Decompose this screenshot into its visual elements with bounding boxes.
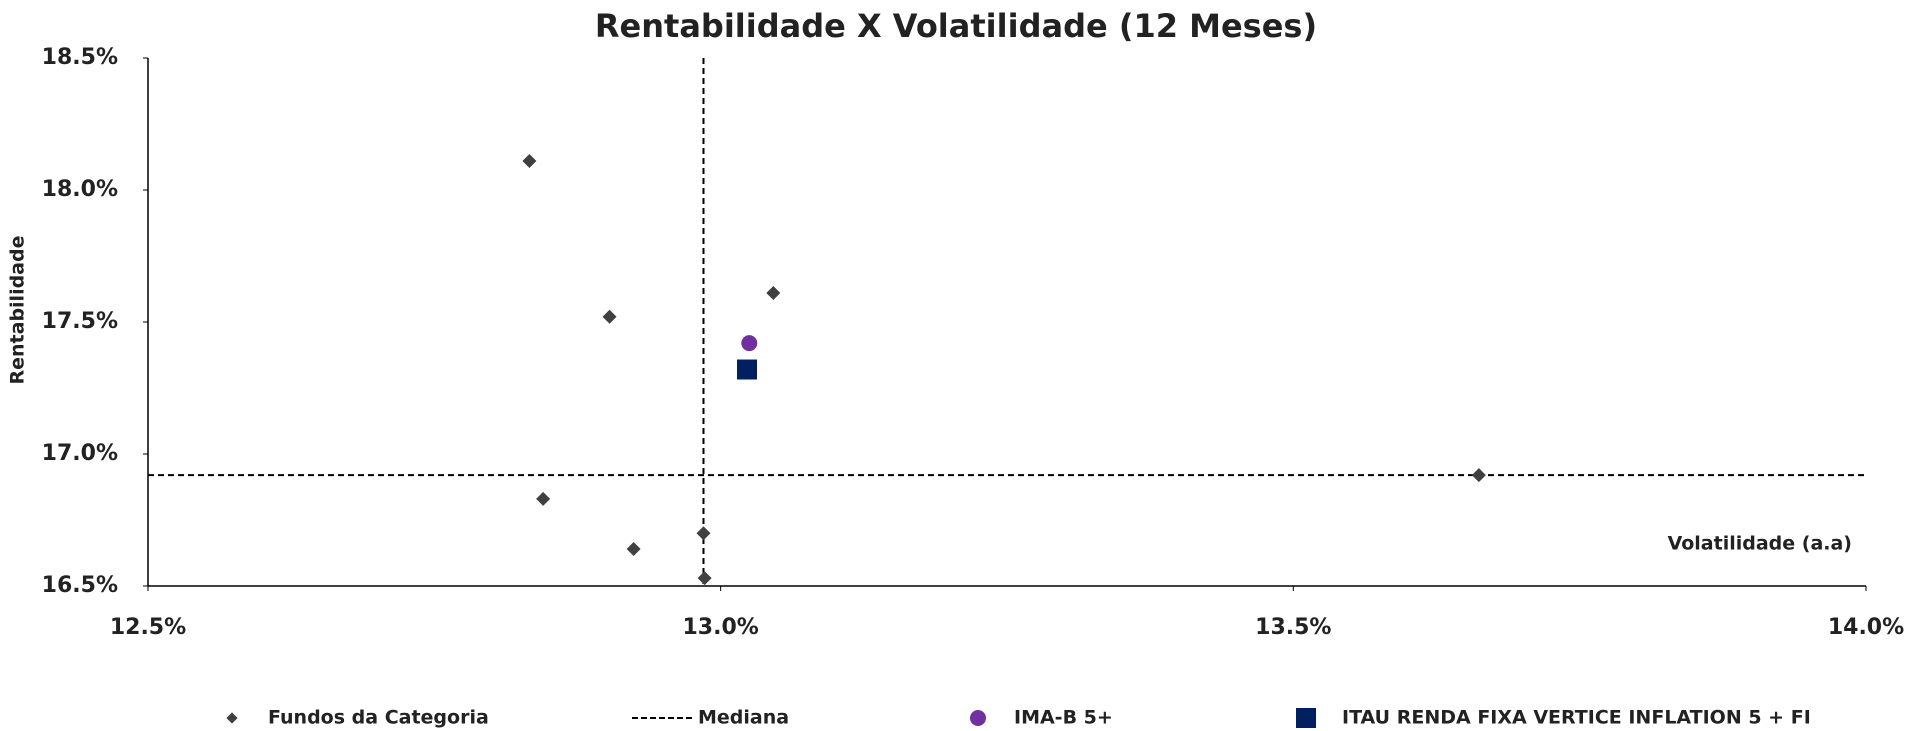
point [741, 335, 758, 352]
x-tick-label: 14.0% [1828, 615, 1904, 640]
point [602, 309, 617, 324]
y-axis-label: Rentabilidade [7, 236, 29, 385]
y-tick-label: 17.5% [42, 309, 118, 334]
point [737, 359, 758, 380]
chart-title: Rentabilidade X Volatilidade (12 Meses) [595, 7, 1317, 45]
legend-label: Mediana [698, 707, 789, 729]
y-tick-label: 17.0% [42, 441, 118, 466]
point [696, 526, 711, 541]
point [536, 491, 551, 506]
point [697, 571, 712, 586]
legend-label: Fundos da Categoria [268, 707, 489, 729]
y-tick-label: 16.5% [42, 573, 118, 598]
point [766, 285, 781, 300]
x-axis-label: Volatilidade (a.a) [1668, 533, 1852, 555]
legend-marker [970, 710, 986, 726]
x-tick-label: 13.0% [683, 615, 759, 640]
point [1471, 468, 1486, 483]
x-tick-label: 13.5% [1255, 615, 1331, 640]
x-tick-label: 12.5% [110, 615, 186, 640]
y-tick-label: 18.5% [42, 45, 118, 70]
point [626, 542, 641, 557]
point [522, 153, 537, 168]
legend-label: ITAU RENDA FIXA VERTICE INFLATION 5 + FI [1342, 707, 1811, 729]
legend-marker [1296, 708, 1316, 728]
legend-label: IMA-B 5+ [1014, 707, 1113, 729]
legend-marker [226, 712, 238, 724]
y-tick-label: 18.0% [42, 177, 118, 202]
